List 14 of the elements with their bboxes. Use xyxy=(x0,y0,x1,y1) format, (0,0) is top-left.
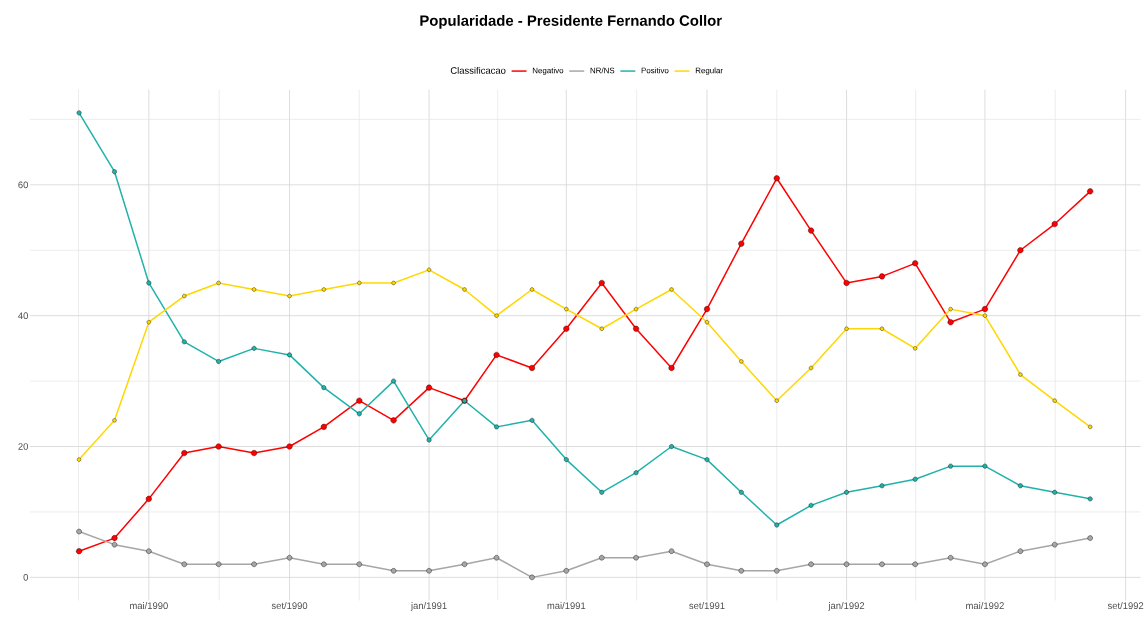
x-tick-label: jan/1991 xyxy=(410,601,447,611)
y-tick-label: 60 xyxy=(18,181,28,188)
chart-title: Popularidade - Presidente Fernando Collor xyxy=(420,14,722,29)
x-tick-label: mai/1991 xyxy=(547,601,586,609)
x-tick-label: jan/1992 xyxy=(828,601,865,611)
x-tick-label: set/1991 xyxy=(689,601,725,609)
legend-title: Classificacao xyxy=(450,66,506,74)
x-tick-label: mai/1992 xyxy=(966,601,1004,609)
x-tick-label: mai/1990 xyxy=(130,601,168,609)
x-tick-label: set/1992 xyxy=(1107,601,1144,609)
y-tick-label: 20 xyxy=(18,442,28,450)
x-tick-label: set/1990 xyxy=(271,601,308,609)
y-tick-label: 0 xyxy=(23,573,28,581)
y-tick-label: 40 xyxy=(18,312,28,319)
